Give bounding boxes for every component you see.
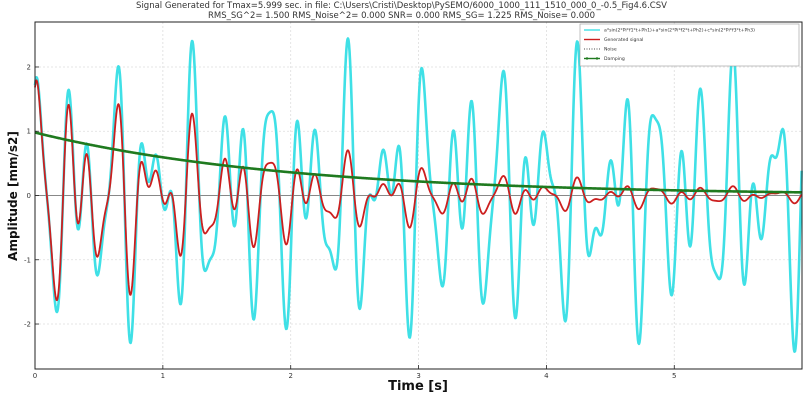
y-tick-label: 2	[27, 63, 31, 71]
y-tick-label: 1	[27, 128, 31, 136]
x-tick-label: 0	[33, 372, 37, 380]
y-tick-label: -1	[24, 256, 31, 264]
x-tick-label: 5	[672, 372, 676, 380]
y-tick-label: -2	[24, 321, 31, 329]
legend-label: Noise	[604, 47, 617, 53]
legend-label: a*sin(2*Pi*f1*t+Ph1)+a*sin(2*Pi*f2*t+Ph2…	[604, 28, 755, 34]
x-axis-label: Time [s]	[388, 379, 448, 394]
legend-label: Damping	[604, 56, 625, 62]
legend-marker	[586, 57, 588, 59]
y-tick-label: 0	[27, 192, 31, 200]
y-axis-label: Amplitude [mm/s2]	[6, 131, 20, 261]
legend-label: Generated signal	[604, 37, 643, 43]
x-tick-label: 4	[544, 372, 549, 380]
x-tick-label: 2	[288, 372, 292, 380]
legend: a*sin(2*Pi*f1*t+Ph1)+a*sin(2*Pi*f2*t+Ph2…	[580, 24, 799, 66]
legend-marker	[596, 57, 598, 59]
x-tick-label: 1	[161, 372, 165, 380]
